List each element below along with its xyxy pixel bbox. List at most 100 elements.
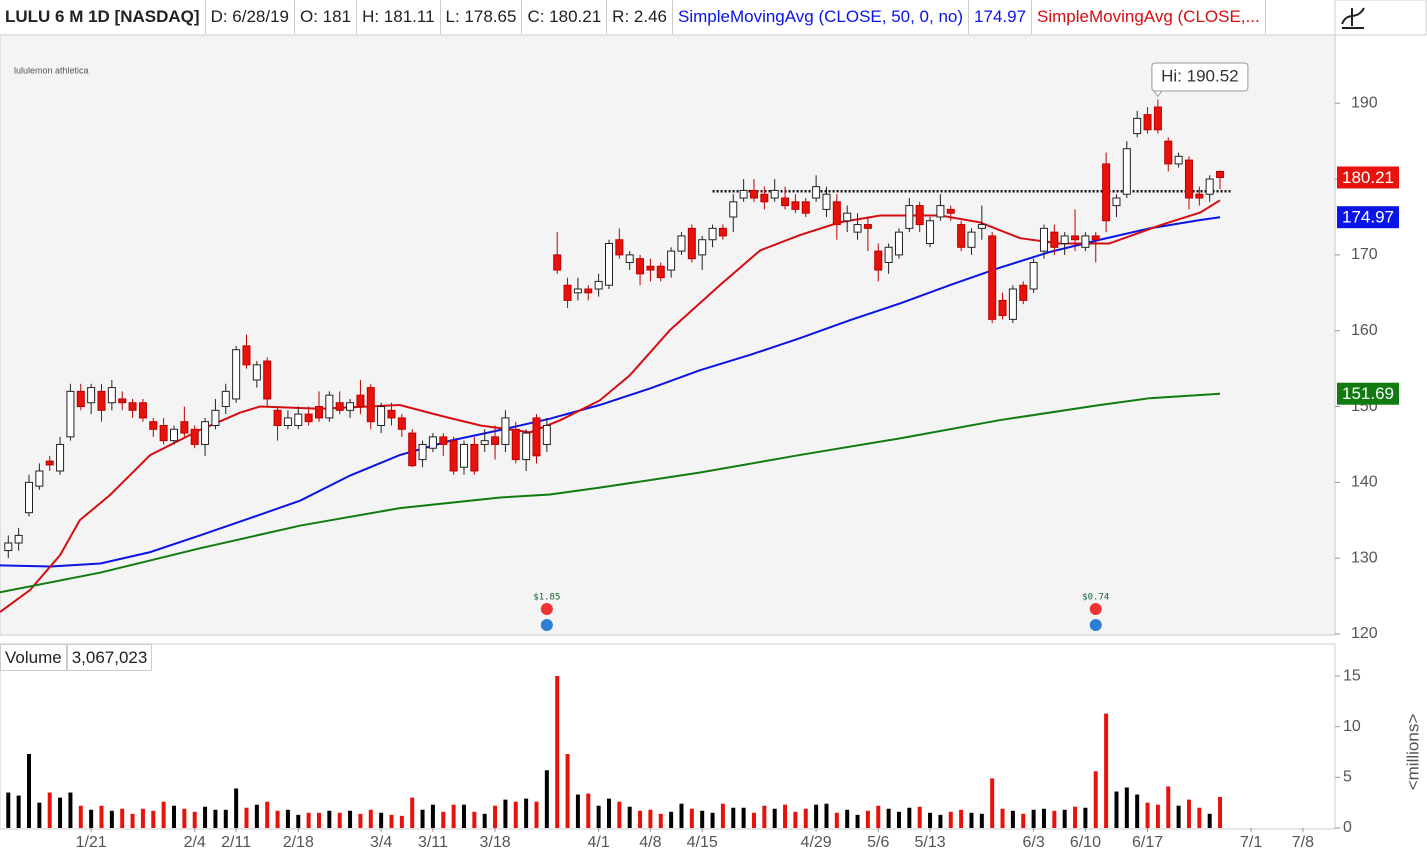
volume-bar xyxy=(865,810,870,828)
volume-bar xyxy=(213,809,218,828)
volume-tick-label: 15 xyxy=(1343,667,1361,684)
volume-bar xyxy=(1166,786,1171,828)
candle-body xyxy=(729,201,738,218)
candle-body xyxy=(998,299,1007,317)
volume-bar xyxy=(327,810,332,828)
info-icon xyxy=(1089,619,1102,631)
volume-bar xyxy=(461,804,466,828)
volume-bar xyxy=(886,808,891,828)
candle-body xyxy=(1081,235,1090,248)
volume-bar xyxy=(47,792,52,828)
volume-bar xyxy=(814,804,819,828)
candle-body xyxy=(1216,170,1225,178)
volume-tick-label: 5 xyxy=(1343,769,1352,786)
volume-bar xyxy=(669,811,674,828)
candle-body xyxy=(667,250,676,271)
candle-body xyxy=(252,364,261,381)
chart-style-icon[interactable] xyxy=(1341,7,1365,29)
candle-body xyxy=(428,436,437,449)
volume-bar xyxy=(223,809,228,828)
moving-average xyxy=(0,392,1221,594)
candle-body xyxy=(149,421,158,430)
header-item: L: 178.65 xyxy=(441,0,523,34)
volume-bar xyxy=(1052,810,1057,828)
candle-body xyxy=(325,394,334,419)
candle-body xyxy=(35,470,44,487)
volume-bar xyxy=(741,807,746,828)
volume-bar xyxy=(596,805,601,828)
candle-body xyxy=(563,284,572,301)
candle-body xyxy=(107,387,116,404)
x-tick-label: 4/8 xyxy=(639,834,661,851)
info-icon xyxy=(540,619,553,631)
volume-bar xyxy=(979,813,984,828)
volume-label: Volume xyxy=(0,644,67,671)
toolbar-box[interactable] xyxy=(1334,0,1427,36)
x-tick-label: 3/4 xyxy=(370,834,392,851)
volume-bar xyxy=(348,810,353,828)
study-name[interactable]: SimpleMovingAvg (CLOSE, 50, 0, no) xyxy=(673,0,970,34)
volume-bar xyxy=(534,801,539,828)
volume-bar xyxy=(959,809,964,828)
candle-body xyxy=(687,227,696,260)
volume-bar xyxy=(140,808,145,828)
volume-bar xyxy=(1031,809,1036,828)
x-tick-label: 1/21 xyxy=(76,834,107,851)
candle-body xyxy=(294,413,303,426)
header-item: C: 180.21 xyxy=(522,0,608,34)
candle-body xyxy=(1122,148,1131,195)
candle-body xyxy=(56,443,65,472)
volume-bar xyxy=(379,812,384,828)
price-panel xyxy=(0,34,1336,636)
x-tick-label: 5/13 xyxy=(914,834,945,851)
candle-body xyxy=(801,201,810,214)
candle-body xyxy=(263,360,272,400)
x-tick-label: 2/11 xyxy=(221,834,251,851)
study-value: 174.97 xyxy=(969,0,1033,34)
candle-body xyxy=(501,417,510,445)
x-tick-label: 2/4 xyxy=(184,834,206,851)
x-tick-label: 4/29 xyxy=(801,834,832,851)
header-item: H: 181.11 xyxy=(357,0,441,34)
candle-body xyxy=(749,189,758,199)
volume-header: Volume 3,067,023 xyxy=(0,644,153,671)
candle-body xyxy=(532,417,541,457)
candle-body xyxy=(97,390,106,411)
x-tick-label: 2/18 xyxy=(283,834,314,851)
volume-bar xyxy=(1073,806,1078,828)
y-tick-label: 160 xyxy=(1351,322,1378,339)
volume-bar xyxy=(410,797,415,828)
study-name[interactable]: SimpleMovingAvg (CLOSE,... xyxy=(1032,0,1266,34)
x-tick-label: 4/15 xyxy=(687,834,718,851)
x-tick-label: 3/11 xyxy=(418,834,448,851)
candle-body xyxy=(87,387,96,404)
volume-bar xyxy=(917,806,922,828)
volume-bar xyxy=(316,812,321,828)
volume-bar xyxy=(1135,794,1140,828)
volume-bar xyxy=(731,807,736,828)
volume-bar xyxy=(1124,787,1129,828)
y-tick-label: 190 xyxy=(1351,94,1378,111)
annotation-box xyxy=(1151,62,1249,92)
volume-bar xyxy=(513,801,518,828)
volume-bar xyxy=(6,792,11,828)
volume-bar xyxy=(700,810,705,828)
volume-bar xyxy=(120,808,125,828)
candle-body xyxy=(791,201,800,210)
candle-body xyxy=(863,224,872,229)
volume-bar xyxy=(1021,813,1026,828)
candle-body xyxy=(853,224,862,233)
candle-body xyxy=(128,402,137,411)
header: LULU 6 M 1D [NASDAQ] D: 6/28/19 O: 181 H… xyxy=(0,0,1266,34)
volume-bar xyxy=(1010,810,1015,828)
volume-bar xyxy=(99,805,104,828)
moving-average xyxy=(0,216,1221,568)
volume-bar xyxy=(89,809,94,828)
volume-bar xyxy=(171,805,176,828)
volume-bar xyxy=(296,814,301,828)
candle-body xyxy=(377,406,386,426)
candle-body xyxy=(698,239,707,256)
volume-bar xyxy=(648,809,653,828)
volume-bar xyxy=(58,797,63,828)
